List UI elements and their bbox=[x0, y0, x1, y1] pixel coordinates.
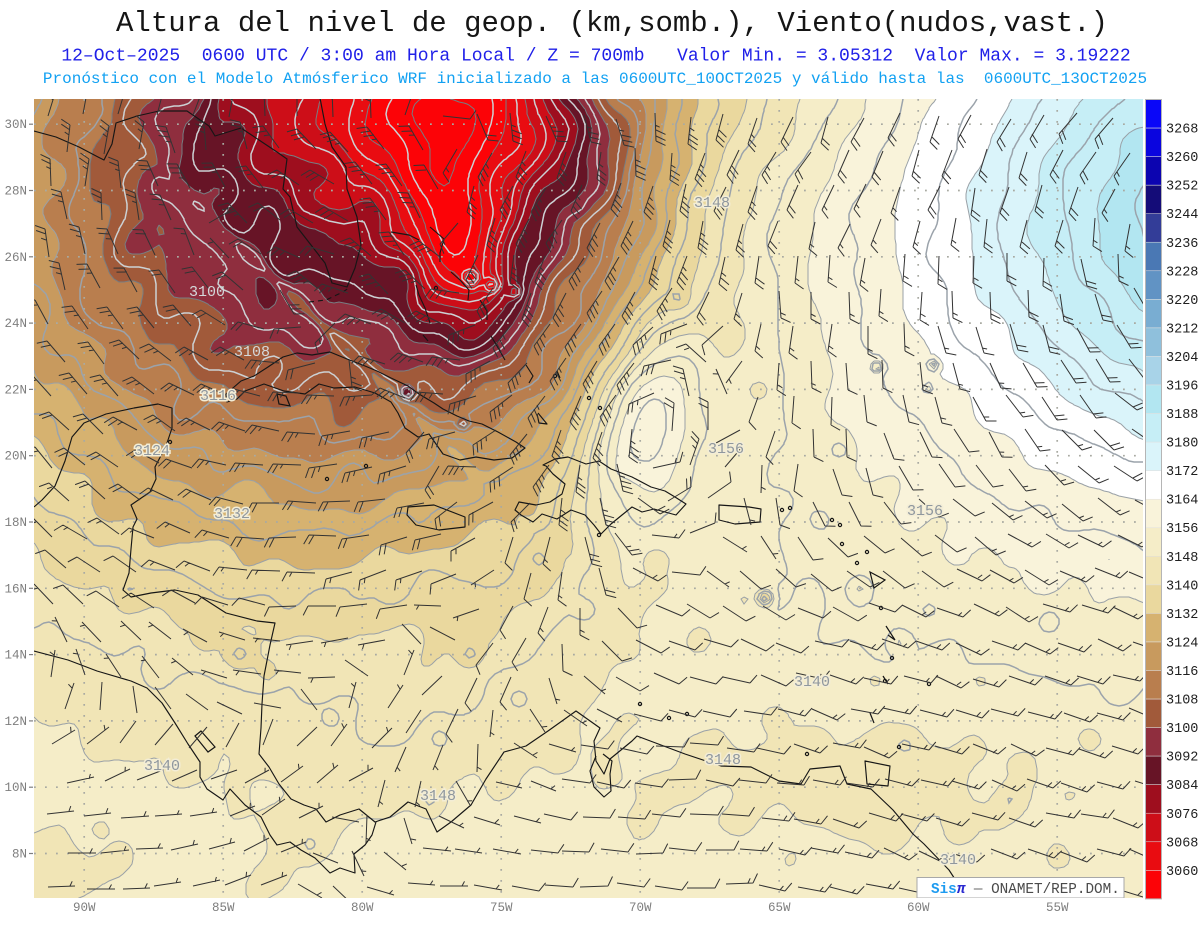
svg-text:3116: 3116 bbox=[1166, 665, 1198, 680]
svg-text:Altura del nivel de geop. (km,: Altura del nivel de geop. (km,somb.), Vi… bbox=[116, 7, 1108, 40]
svg-text:22N: 22N bbox=[4, 383, 27, 397]
svg-text:Pronóstico con el Modelo Atmós: Pronóstico con el Modelo Atmósferico WRF… bbox=[43, 70, 1147, 88]
svg-text:3204: 3204 bbox=[1166, 351, 1198, 366]
svg-text:3140: 3140 bbox=[144, 758, 180, 775]
svg-text:3124: 3124 bbox=[134, 443, 170, 460]
svg-text:85W: 85W bbox=[212, 901, 235, 915]
svg-text:8N: 8N bbox=[12, 848, 27, 862]
svg-text:3164: 3164 bbox=[1166, 494, 1198, 509]
svg-text:3092: 3092 bbox=[1166, 751, 1198, 766]
svg-text:65W: 65W bbox=[768, 901, 791, 915]
svg-text:3100: 3100 bbox=[189, 284, 225, 301]
svg-text:3140: 3140 bbox=[1166, 579, 1198, 594]
svg-text:3148: 3148 bbox=[420, 788, 456, 805]
svg-text:3076: 3076 bbox=[1166, 808, 1198, 823]
svg-text:3132: 3132 bbox=[214, 506, 250, 523]
svg-text:3252: 3252 bbox=[1166, 180, 1198, 195]
svg-text:Sisπ — ONAMET/REP.DOM.: Sisπ — ONAMET/REP.DOM. bbox=[931, 882, 1120, 898]
svg-text:3148: 3148 bbox=[705, 752, 741, 769]
svg-text:3148: 3148 bbox=[694, 195, 730, 212]
svg-text:3084: 3084 bbox=[1166, 779, 1198, 794]
svg-text:3132: 3132 bbox=[1166, 608, 1198, 623]
svg-text:55W: 55W bbox=[1046, 901, 1069, 915]
svg-text:3180: 3180 bbox=[1166, 437, 1198, 452]
svg-text:90W: 90W bbox=[73, 901, 96, 915]
svg-text:16N: 16N bbox=[4, 582, 27, 596]
svg-text:3068: 3068 bbox=[1166, 836, 1198, 851]
svg-text:3220: 3220 bbox=[1166, 294, 1198, 309]
svg-text:60W: 60W bbox=[907, 901, 930, 915]
svg-text:3116: 3116 bbox=[200, 388, 236, 405]
svg-text:3172: 3172 bbox=[1166, 465, 1198, 480]
svg-text:10N: 10N bbox=[4, 781, 27, 795]
svg-text:80W: 80W bbox=[351, 901, 374, 915]
svg-text:3236: 3236 bbox=[1166, 237, 1198, 252]
svg-text:3148: 3148 bbox=[1166, 551, 1198, 566]
svg-text:3140: 3140 bbox=[794, 674, 830, 691]
svg-text:75W: 75W bbox=[490, 901, 513, 915]
svg-text:3156: 3156 bbox=[907, 503, 943, 520]
svg-text:3268: 3268 bbox=[1166, 123, 1198, 138]
svg-text:70W: 70W bbox=[629, 901, 652, 915]
svg-text:3100: 3100 bbox=[1166, 722, 1198, 737]
svg-text:3244: 3244 bbox=[1166, 208, 1198, 223]
svg-text:3188: 3188 bbox=[1166, 408, 1198, 423]
svg-text:18N: 18N bbox=[4, 516, 27, 530]
svg-text:3108: 3108 bbox=[1166, 694, 1198, 709]
svg-text:20N: 20N bbox=[4, 450, 27, 464]
svg-text:30N: 30N bbox=[4, 118, 27, 132]
svg-text:24N: 24N bbox=[4, 317, 27, 331]
svg-text:3140: 3140 bbox=[940, 852, 976, 869]
svg-text:3156: 3156 bbox=[708, 441, 744, 458]
svg-text:3196: 3196 bbox=[1166, 380, 1198, 395]
svg-text:12N: 12N bbox=[4, 715, 27, 729]
svg-text:12–Oct–2025 0600 UTC / 3:00 a: 12–Oct–2025 0600 UTC / 3:00 am Hora Loca… bbox=[61, 47, 1130, 67]
svg-text:14N: 14N bbox=[4, 649, 27, 663]
svg-text:3060: 3060 bbox=[1166, 865, 1198, 880]
svg-text:28N: 28N bbox=[4, 185, 27, 199]
svg-text:3260: 3260 bbox=[1166, 151, 1198, 166]
svg-text:3108: 3108 bbox=[234, 344, 270, 361]
svg-text:3124: 3124 bbox=[1166, 637, 1198, 652]
svg-text:26N: 26N bbox=[4, 251, 27, 265]
svg-text:3156: 3156 bbox=[1166, 522, 1198, 537]
svg-text:3212: 3212 bbox=[1166, 322, 1198, 337]
svg-text:3228: 3228 bbox=[1166, 265, 1198, 280]
